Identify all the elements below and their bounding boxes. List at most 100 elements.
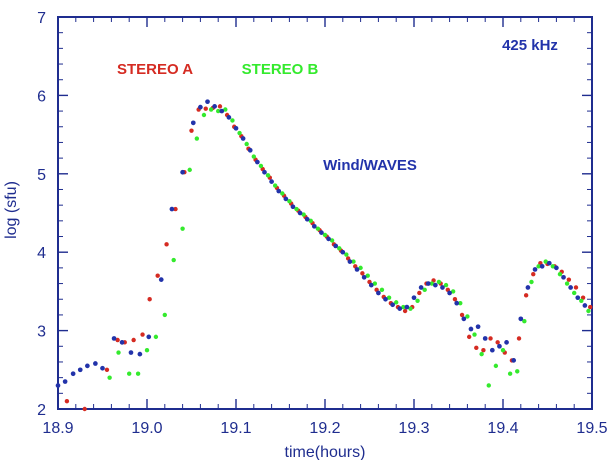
data-point [460, 313, 464, 317]
data-point [419, 285, 424, 290]
data-point [579, 299, 583, 303]
data-point [426, 281, 431, 286]
data-point [191, 120, 196, 125]
data-point [195, 136, 199, 140]
data-point [105, 368, 109, 372]
data-point [433, 283, 438, 288]
data-point [218, 104, 222, 108]
data-point [312, 224, 317, 229]
data-point [305, 217, 310, 222]
x-tick-label: 19.3 [398, 420, 429, 437]
data-point [155, 274, 159, 278]
legend-stereo-a: STEREO A [117, 61, 193, 78]
data-point [244, 142, 248, 146]
y-tick-label: 4 [37, 245, 46, 262]
data-point [412, 295, 417, 300]
data-point [283, 197, 288, 202]
data-point [461, 316, 466, 321]
data-point [147, 297, 151, 301]
data-point [524, 293, 528, 297]
data-point [531, 272, 535, 276]
data-point [360, 271, 364, 275]
data-point [494, 364, 498, 368]
data-point [488, 336, 492, 340]
data-point [154, 335, 158, 339]
data-point [518, 316, 523, 321]
data-point [138, 352, 143, 357]
data-point [83, 407, 87, 411]
data-point [515, 369, 519, 373]
data-point [415, 299, 419, 303]
data-point [380, 288, 384, 292]
data-point [405, 305, 410, 310]
data-point [447, 291, 452, 296]
data-point [219, 109, 224, 114]
data-point [487, 383, 491, 387]
data-point [558, 272, 562, 276]
data-point [397, 306, 402, 311]
data-point [159, 277, 164, 282]
data-point [572, 291, 576, 295]
y-tick-label: 5 [37, 167, 46, 184]
data-point [180, 226, 184, 230]
data-point [333, 244, 338, 249]
data-point [120, 340, 125, 345]
data-point [474, 346, 478, 350]
data-point [93, 361, 98, 366]
data-point [504, 340, 509, 345]
data-point [188, 168, 192, 172]
data-point [526, 285, 531, 290]
data-point [362, 275, 367, 280]
data-point [369, 283, 374, 288]
data-point [437, 280, 441, 284]
data-point [533, 267, 538, 272]
data-point [116, 350, 120, 354]
data-point [588, 305, 592, 309]
data-point [495, 340, 499, 344]
data-point [140, 332, 144, 336]
data-point [276, 189, 281, 194]
data-point [561, 275, 566, 280]
data-point [129, 350, 134, 355]
data-point [479, 352, 483, 356]
data-point [469, 327, 474, 332]
data-point [205, 99, 210, 104]
data-point [511, 358, 516, 363]
data-point [348, 259, 353, 264]
frequency-label: 425 kHz [502, 37, 558, 54]
data-point [383, 297, 388, 302]
y-tick-label: 3 [37, 324, 46, 341]
data-point [180, 170, 185, 175]
data-point [266, 173, 270, 177]
data-point [355, 267, 360, 272]
data-point [112, 336, 117, 341]
data-point [136, 372, 140, 376]
data-point [508, 372, 512, 376]
data-point [204, 107, 208, 111]
data-point [146, 335, 151, 340]
data-point [189, 128, 193, 132]
y-tick-label: 7 [37, 10, 46, 27]
data-point [417, 291, 421, 295]
x-tick-label: 19.1 [220, 420, 251, 437]
data-point [298, 211, 303, 216]
data-point [273, 183, 277, 187]
data-point [481, 348, 485, 352]
y-axis-label: log (sfu) [3, 181, 20, 239]
data-point [490, 348, 495, 353]
data-point [127, 372, 131, 376]
data-point [230, 118, 234, 122]
data-point [163, 313, 167, 317]
data-point [252, 154, 256, 158]
data-point [340, 250, 345, 255]
data-point [172, 258, 176, 262]
data-point [390, 302, 395, 307]
data-point [453, 297, 457, 301]
data-point [100, 366, 105, 371]
data-point [547, 261, 552, 266]
data-point [376, 291, 381, 296]
data-point [472, 332, 476, 336]
data-point [575, 295, 580, 300]
data-point [467, 335, 471, 339]
